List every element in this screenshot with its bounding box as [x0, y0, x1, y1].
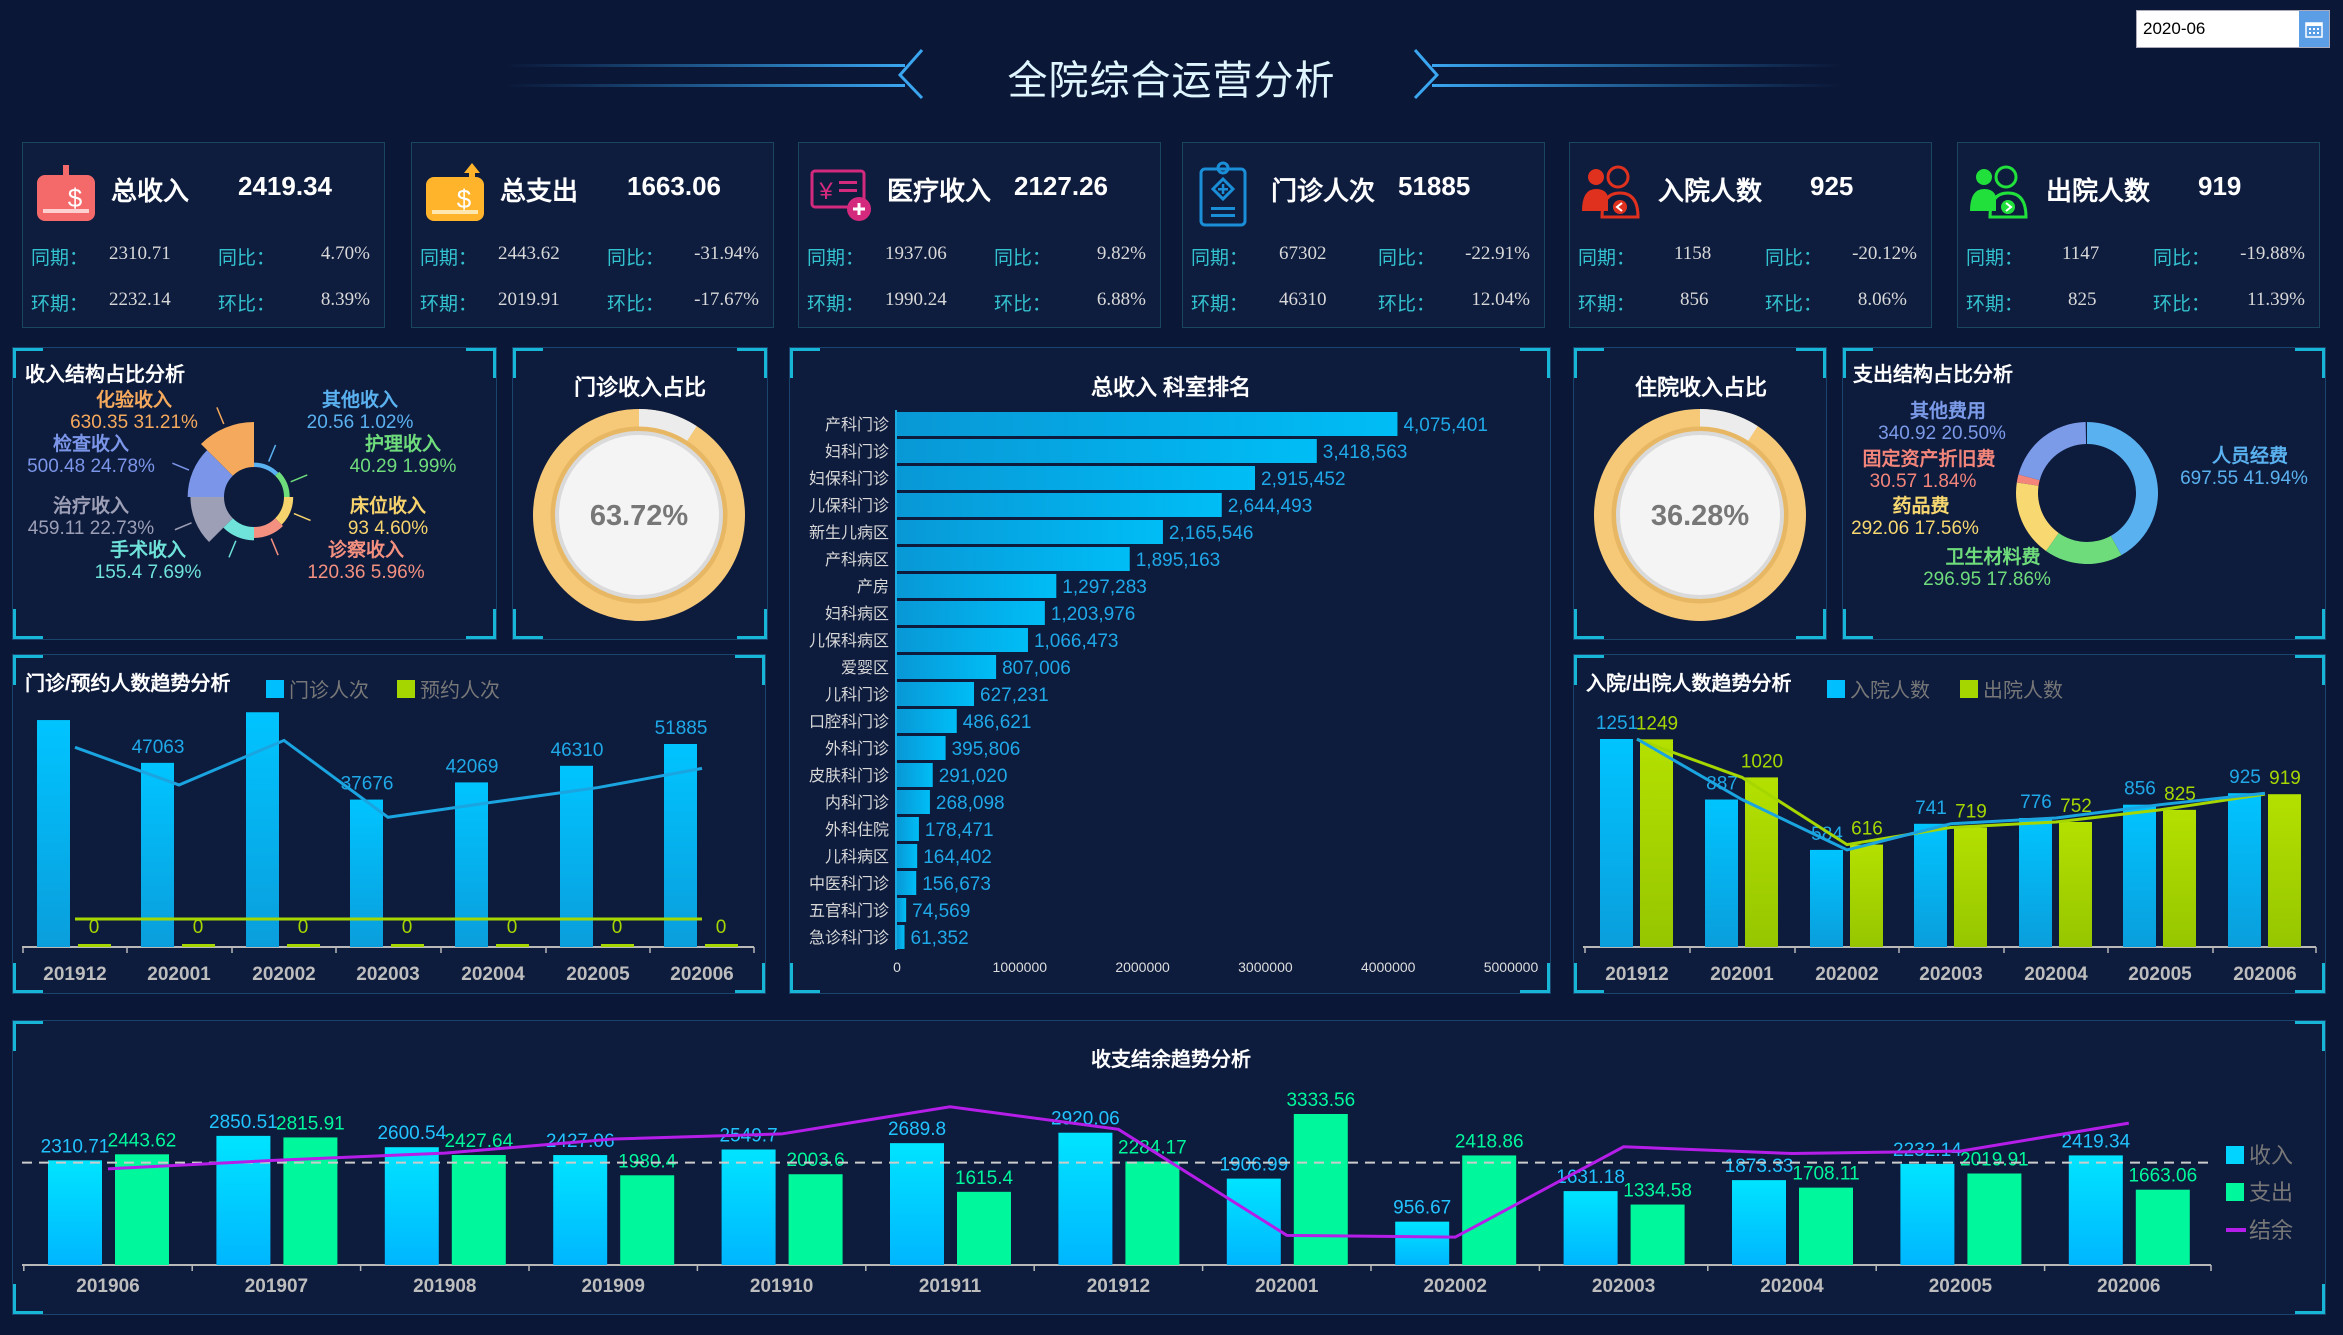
kpi-mom-value: 8.06% [1857, 289, 1907, 310]
kpi-prev-value: 46310 [1279, 289, 1327, 310]
header-left-lines [505, 49, 924, 100]
kpi-prev-value: 2019.91 [498, 289, 560, 310]
panel-title: 收入结构占比分析 [25, 364, 185, 386]
panel-dept-ranking: 总收入 科室排名 [789, 347, 1551, 994]
header-right-lines [1413, 49, 1842, 100]
kpi-mom-label: 环比： [2153, 294, 2211, 315]
kpi-mom-value: 11.39% [2247, 289, 2305, 310]
kpi-same-value: 1147 [2062, 243, 2100, 264]
panel-balance-trend: 收支结余趋势分析 [12, 1020, 2326, 1315]
kpi-mom-value: 6.88% [1096, 289, 1146, 310]
kpi-value: 919 [2198, 171, 2242, 201]
panel-title: 支出结构占比分析 [1853, 364, 2013, 386]
kpi-same-label: 同期： [420, 248, 478, 269]
month-picker-value[interactable]: 2020-06 [2143, 19, 2206, 38]
kpi-same-value: 2443.62 [498, 243, 560, 264]
panel-inpatient-income-ratio: 住院收入占比 [1573, 347, 1827, 640]
kpi-yoy-label: 同比： [1765, 248, 1823, 269]
kpi-card-discharges: 出院人数 919 同期： 1147 同比： -19.88% 环期： 825 环比… [1957, 142, 2320, 328]
kpi-value: 2127.26 [1014, 171, 1108, 201]
kpi-yoy-label: 同比： [607, 248, 665, 269]
kpi-same-label: 同期： [31, 248, 89, 269]
panel-title: 门诊收入占比 [573, 375, 707, 400]
medical-clipboard-icon [1193, 161, 1259, 227]
kpi-prev-label: 环期： [807, 294, 865, 315]
panel-outpatient-trend: 门诊/预约人数趋势分析 [12, 654, 766, 994]
kpi-mom-label: 环比： [607, 294, 665, 315]
panel-expense-structure: 支出结构占比分析 [1842, 347, 2326, 640]
kpi-title: 出院人数 [2046, 176, 2151, 206]
kpi-title: 总支出 [500, 176, 579, 206]
people-in-icon [1580, 161, 1646, 227]
kpi-yoy-value: 4.70% [320, 243, 370, 264]
panel-title: 入院/出院人数趋势分析 [1586, 673, 1792, 695]
kpi-mom-value: 8.39% [320, 289, 370, 310]
kpi-same-label: 同期： [1578, 248, 1636, 269]
month-picker[interactable]: 2020-06 [2136, 10, 2330, 48]
panel-title: 收支结余趋势分析 [1091, 1049, 1251, 1071]
kpi-same-value: 2310.71 [109, 243, 171, 264]
kpi-prev-value: 1990.24 [885, 289, 947, 310]
yuan-bill-icon: ¥ [809, 161, 875, 227]
kpi-prev-value: 2232.14 [109, 289, 171, 310]
kpi-title: 医疗收入 [887, 176, 992, 206]
calendar-icon[interactable] [2299, 11, 2329, 47]
kpi-same-label: 同期： [807, 248, 865, 269]
kpi-value: 1663.06 [627, 171, 721, 201]
wallet-dollar-icon: $ [422, 161, 488, 227]
kpi-card-admissions: 入院人数 925 同期： 1158 同比： -20.12% 环期： 856 环比… [1569, 142, 1932, 328]
kpi-same-value: 1158 [1674, 243, 1712, 264]
kpi-same-label: 同期： [1966, 248, 2024, 269]
panel-income-structure: 收入结构占比分析 [12, 347, 497, 640]
kpi-prev-label: 环期： [31, 294, 89, 315]
kpi-title: 门诊人次 [1271, 176, 1376, 206]
kpi-yoy-value: -19.88% [2240, 243, 2305, 264]
kpi-same-value: 1937.06 [885, 243, 947, 264]
kpi-mom-value: 12.04% [1471, 289, 1530, 310]
kpi-card-outpatient-visits: 门诊人次 51885 同期： 67302 同比： -22.91% 环期： 463… [1182, 142, 1545, 328]
kpi-yoy-label: 同比： [1378, 248, 1436, 269]
kpi-value: 2419.34 [238, 171, 332, 201]
kpi-title: 总收入 [111, 176, 190, 206]
kpi-value: 925 [1810, 171, 1854, 201]
kpi-yoy-label: 同比： [994, 248, 1052, 269]
kpi-same-label: 同期： [1191, 248, 1249, 269]
kpi-title: 入院人数 [1658, 176, 1763, 206]
kpi-mom-value: -17.67% [694, 289, 759, 310]
svg-text:$: $ [457, 184, 472, 214]
kpi-value: 51885 [1398, 171, 1471, 201]
kpi-prev-label: 环期： [1966, 294, 2024, 315]
kpi-card-medical-income: ¥ 医疗收入 2127.26 同期： 1937.06 同比： 9.82% 环期：… [798, 142, 1161, 328]
panel-title: 门诊/预约人数趋势分析 [25, 673, 231, 695]
kpi-yoy-value: -20.12% [1852, 243, 1917, 264]
kpi-prev-value: 825 [2068, 289, 2097, 310]
kpi-prev-value: 856 [1680, 289, 1709, 310]
kpi-card-total-income: $ 总收入 2419.34 同期： 2310.71 同比： 4.70% 环期： … [22, 142, 385, 328]
kpi-prev-label: 环期： [1191, 294, 1249, 315]
kpi-mom-label: 环比： [1378, 294, 1436, 315]
kpi-yoy-label: 同比： [2153, 248, 2211, 269]
panel-title: 总收入 科室排名 [1090, 375, 1252, 400]
kpi-prev-label: 环期： [420, 294, 478, 315]
people-out-icon [1968, 161, 2034, 227]
wallet-dollar-icon: $ [33, 161, 99, 227]
kpi-yoy-value: -22.91% [1465, 243, 1530, 264]
kpi-yoy-label: 同比： [218, 248, 276, 269]
kpi-yoy-value: -31.94% [694, 243, 759, 264]
kpi-mom-label: 环比： [994, 294, 1052, 315]
kpi-card-total-expense: $ 总支出 1663.06 同期： 2443.62 同比： -31.94% 环期… [411, 142, 774, 328]
header-decoration [505, 49, 1842, 100]
svg-text:¥: ¥ [818, 178, 833, 205]
kpi-prev-label: 环期： [1578, 294, 1636, 315]
svg-text:$: $ [68, 183, 83, 213]
panel-title: 住院收入占比 [1634, 375, 1768, 400]
kpi-mom-label: 环比： [1765, 294, 1823, 315]
kpi-yoy-value: 9.82% [1096, 243, 1146, 264]
panel-admission-trend: 入院/出院人数趋势分析 [1573, 654, 2326, 994]
page-title: 全院综合运营分析 [1007, 59, 1336, 103]
panel-outpatient-income-ratio: 门诊收入占比 [512, 347, 768, 640]
kpi-same-value: 67302 [1279, 243, 1327, 264]
kpi-mom-label: 环比： [218, 294, 276, 315]
